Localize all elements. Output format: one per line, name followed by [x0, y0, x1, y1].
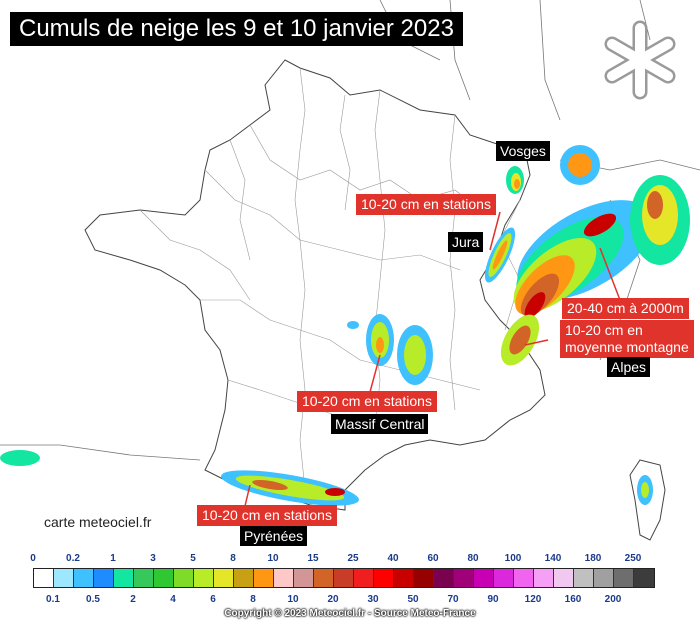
legend-top-label: 10: [267, 553, 279, 564]
legend-bottom-label: 70: [447, 594, 459, 605]
legend-top-label: 8: [230, 553, 236, 564]
legend-color-cell: [54, 569, 74, 587]
label-pyrenees: Pyrénées: [240, 526, 308, 546]
legend-color-cell: [594, 569, 614, 587]
annotation-alpes-mid-line1: 10-20 cm en: [565, 322, 643, 338]
leader-lines: [244, 211, 621, 507]
snow-pyrenees: [0, 450, 359, 506]
legend-bottom-label: 8: [250, 594, 256, 605]
legend-top-label: 250: [624, 553, 642, 564]
france-outline: [84, 59, 546, 511]
annotation-pyrenees: 10-20 cm en stations: [197, 505, 337, 526]
annotation-vosges: 10-20 cm en stations: [356, 194, 496, 215]
legend-color-cell: [214, 569, 234, 587]
legend-color-cell: [414, 569, 434, 587]
label-vosges: Vosges: [496, 141, 550, 161]
snow-corsica: [637, 475, 653, 505]
legend-top-label: 60: [427, 553, 439, 564]
legend-color-cell: [314, 569, 334, 587]
legend-color-cell: [254, 569, 274, 587]
copyright: Copyright © 2023 Meteociel.fr - Source M…: [224, 608, 476, 619]
legend-color-cell: [134, 569, 154, 587]
legend-top-label: 1: [110, 553, 116, 564]
legend-top-label: 3: [150, 553, 156, 564]
annotation-alpes-mid-line2: moyenne montagne: [565, 339, 689, 355]
legend-color-cell: [494, 569, 514, 587]
annotation-alpes-mid: 10-20 cm en moyenne montagne: [560, 320, 694, 358]
legend-color-bar: [33, 568, 655, 588]
legend-color-cell: [434, 569, 454, 587]
snow-alpes: [500, 145, 690, 366]
legend-top-label: 80: [467, 553, 479, 564]
label-massif-central: Massif Central: [331, 414, 429, 434]
legend-top-label: 180: [584, 553, 602, 564]
legend-bottom-label: 120: [524, 594, 542, 605]
legend-color-cell: [274, 569, 294, 587]
legend-color-cell: [634, 569, 654, 587]
legend-color-cell: [554, 569, 574, 587]
map-credit: carte meteociel.fr: [44, 514, 152, 530]
legend-color-cell: [514, 569, 534, 587]
legend-bottom-label: 200: [604, 594, 622, 605]
legend-color-cell: [574, 569, 594, 587]
legend-color-cell: [114, 569, 134, 587]
legend-bottom-label: 20: [327, 594, 339, 605]
legend-top-label: 25: [347, 553, 359, 564]
legend-top-label: 140: [544, 553, 562, 564]
legend-color-cell: [614, 569, 634, 587]
legend-top-label: 100: [504, 553, 522, 564]
label-alpes: Alpes: [607, 357, 651, 377]
legend-top-label: 5: [190, 553, 196, 564]
legend-color-cell: [334, 569, 354, 587]
legend-bottom-label: 160: [564, 594, 582, 605]
legend-color-cell: [154, 569, 174, 587]
legend-color-cell: [74, 569, 94, 587]
legend-bottom-label: 2: [130, 594, 136, 605]
legend-color-cell: [234, 569, 254, 587]
legend-bottom-label: 0.1: [46, 594, 60, 605]
snow-vosges: [506, 166, 524, 194]
snow-massif-central: [347, 314, 433, 385]
legend-bottom-label: 6: [210, 594, 216, 605]
legend-color-cell: [474, 569, 494, 587]
legend-color-cell: [454, 569, 474, 587]
legend-color-cell: [194, 569, 214, 587]
legend-top-label: 40: [387, 553, 399, 564]
department-boundaries: [139, 67, 521, 491]
legend-color-cell: [174, 569, 194, 587]
snowflake-icon: [604, 20, 676, 100]
snow-jura: [484, 227, 516, 283]
legend-bottom-label: 30: [367, 594, 379, 605]
legend-color-cell: [94, 569, 114, 587]
label-jura: Jura: [448, 232, 484, 252]
legend-color-cell: [34, 569, 54, 587]
color-legend: 0 0.2 1 3 5 8 10 15 25 40 60 80 100 140 180 250 0.1 0.5 2…: [0, 548, 700, 630]
map-title: Cumuls de neige les 9 et 10 janvier 2023: [10, 12, 463, 46]
legend-bottom-label: 90: [487, 594, 499, 605]
legend-top-label: 0: [30, 553, 36, 564]
legend-top-label: 15: [307, 553, 319, 564]
legend-bottom-label: 50: [407, 594, 419, 605]
legend-color-cell: [534, 569, 554, 587]
annotation-massif-central: 10-20 cm en stations: [297, 391, 437, 412]
legend-top-label: 0.2: [66, 553, 80, 564]
legend-bottom-label: 10: [287, 594, 299, 605]
legend-bottom-label: 4: [170, 594, 176, 605]
legend-color-cell: [394, 569, 414, 587]
annotation-alpes-high: 20-40 cm à 2000m: [562, 298, 689, 319]
legend-color-cell: [374, 569, 394, 587]
legend-bottom-label: 0.5: [86, 594, 100, 605]
legend-color-cell: [294, 569, 314, 587]
legend-color-cell: [354, 569, 374, 587]
